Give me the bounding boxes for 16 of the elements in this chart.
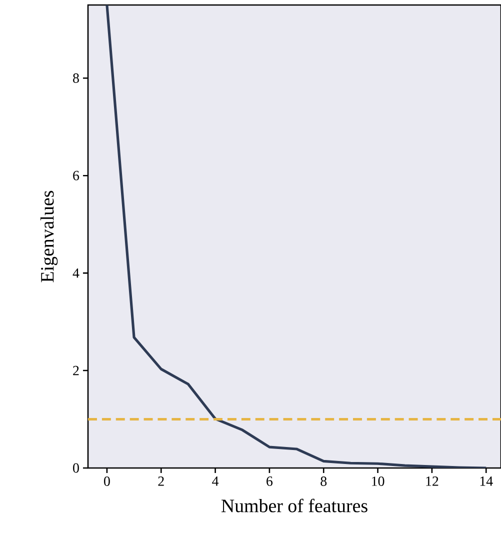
x-tick-label: 12 bbox=[426, 476, 438, 486]
x-tick-label: 8 bbox=[320, 476, 327, 486]
x-tick-label: 0 bbox=[104, 476, 110, 486]
y-tick-label: 0 bbox=[73, 463, 79, 473]
y-tick-label: 4 bbox=[72, 268, 80, 278]
y-tick-label: 2 bbox=[73, 366, 79, 376]
y-tick-label: 8 bbox=[73, 73, 79, 83]
line-series bbox=[106, 5, 488, 468]
x-axis-title: Number of features bbox=[221, 498, 368, 512]
x-tick-label: 4 bbox=[212, 476, 219, 486]
x-tick-label: 14 bbox=[480, 476, 493, 486]
y-axis-title: Eigenvalues bbox=[40, 190, 58, 282]
y-tick-label: 6 bbox=[73, 170, 80, 180]
x-tick-label: 10 bbox=[372, 476, 384, 486]
x-tick-label: 6 bbox=[266, 476, 273, 486]
x-tick-label: 2 bbox=[158, 476, 164, 486]
